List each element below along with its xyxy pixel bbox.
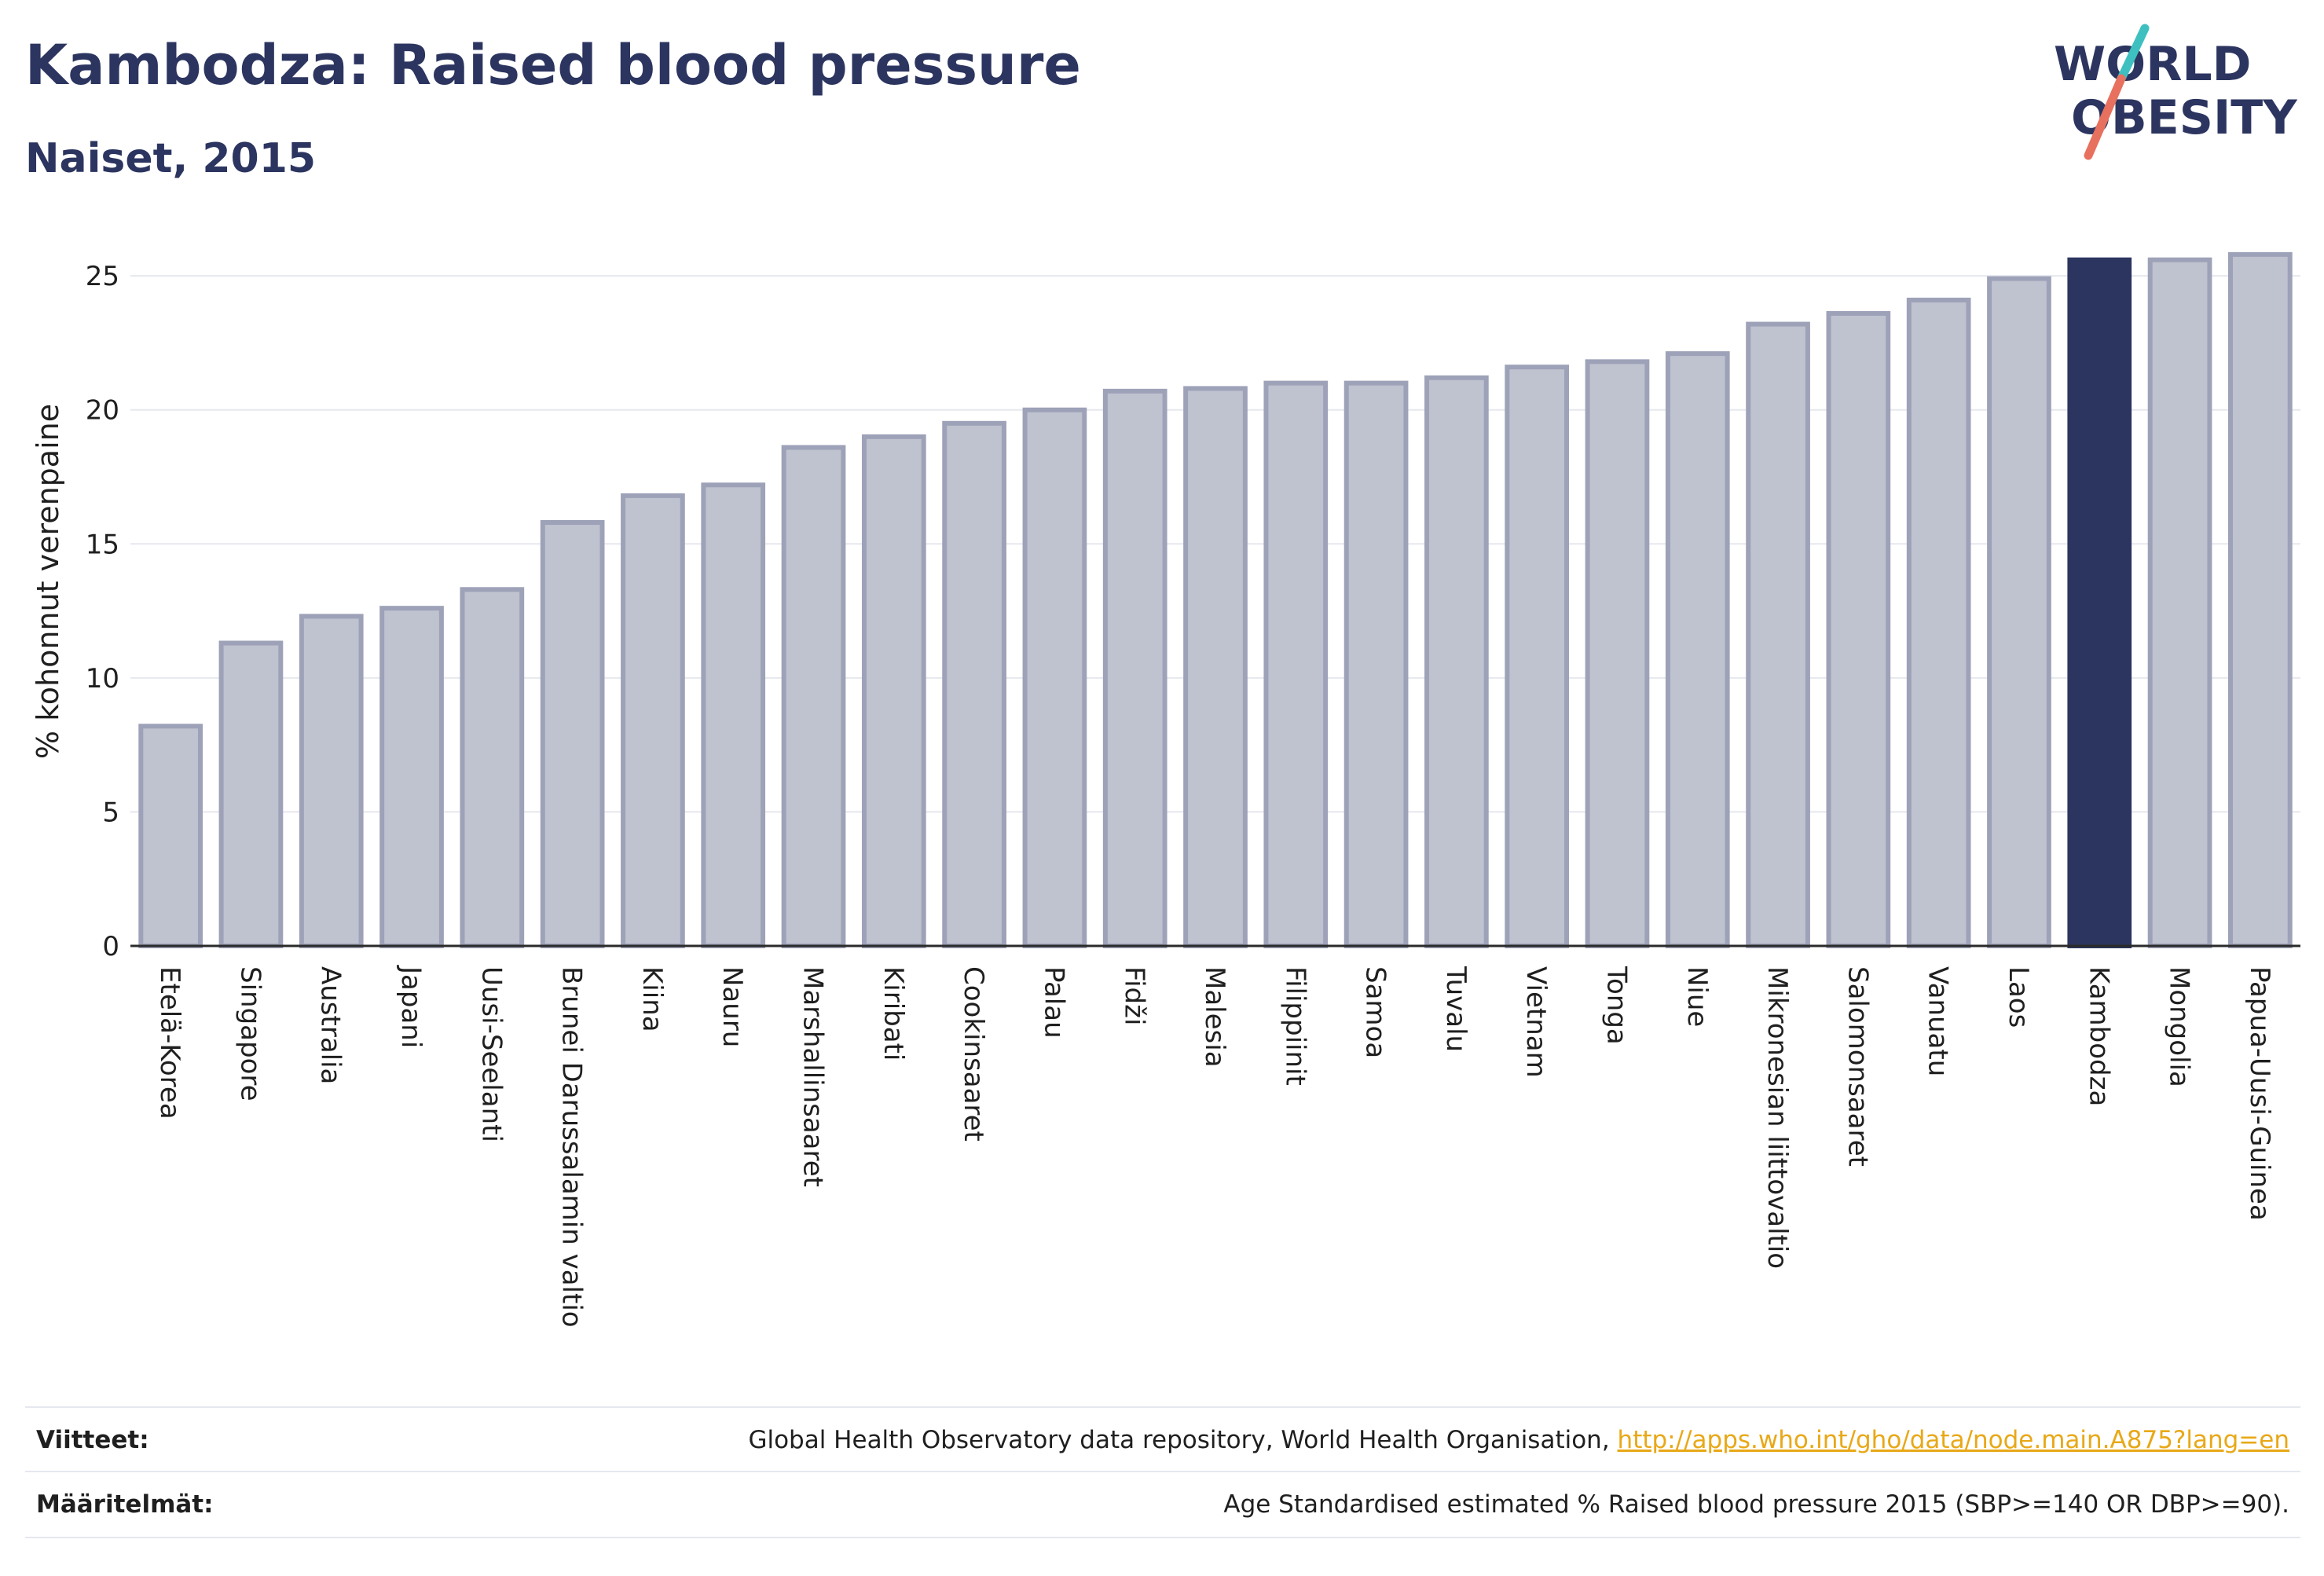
bar[interactable] — [1987, 276, 2051, 949]
y-tick-label: 20 — [86, 395, 119, 427]
bar[interactable] — [2067, 257, 2132, 948]
logo-slash-teal — [2117, 24, 2150, 83]
x-tick-label: Filippiinit — [1279, 966, 1310, 1086]
bar[interactable] — [1746, 321, 1810, 948]
x-axis-category-labels: Etelä-Korea Singapore Australia Japani Uusi-… — [154, 965, 2275, 1328]
bar[interactable] — [540, 520, 605, 948]
x-tick-label: Laos — [2003, 966, 2034, 1028]
x-tick-label: Samoa — [1360, 966, 1391, 1058]
x-tick-label: Papua-Uusi-Guinea — [2244, 966, 2275, 1221]
x-tick-label: Fidži — [1119, 966, 1150, 1025]
x-tick-label: Australia — [315, 966, 346, 1084]
bar[interactable] — [299, 614, 364, 948]
x-tick-label: Tuvalu — [1440, 966, 1472, 1052]
x-tick-label: Etelä-Korea — [154, 966, 185, 1120]
x-tick-label: Singapore — [234, 966, 266, 1101]
x-tick-label: Kambodza — [2083, 966, 2114, 1106]
bar[interactable] — [621, 493, 685, 948]
x-tick-label: Vietnam — [1520, 966, 1552, 1078]
footer-definitions-label: Määritelmät: — [36, 1490, 214, 1519]
bar[interactable] — [460, 587, 525, 948]
bar[interactable] — [1343, 380, 1409, 949]
x-tick-label: Kiribati — [878, 966, 909, 1061]
bar[interactable] — [1826, 310, 1891, 949]
footer-sources-text: Global Health Observatory data repositor… — [748, 1426, 1618, 1454]
bar[interactable] — [1906, 297, 1971, 948]
logo-text-line1: WORLD — [2054, 37, 2251, 92]
x-tick-label: Kiina — [636, 966, 668, 1032]
bar[interactable] — [379, 606, 444, 948]
y-axis-ticks: 0 5 10 15 20 25 — [86, 261, 119, 962]
x-tick-label: Mongolia — [2164, 966, 2195, 1087]
x-tick-label: Niue — [1681, 966, 1713, 1027]
footer-sources-link[interactable]: http://apps.who.int/gho/data/node.main.A… — [1617, 1426, 2289, 1454]
x-tick-label: Japani — [395, 965, 427, 1048]
bar[interactable] — [781, 445, 846, 948]
x-tick-label: Salomonsaaret — [1842, 966, 1873, 1167]
x-tick-label: Cookinsaaret — [958, 966, 989, 1142]
x-tick-label: Tonga — [1600, 966, 1632, 1045]
footer-definitions-row: Määritelmät: Age Standardised estimated … — [25, 1471, 2300, 1538]
x-tick-label: Vanuatu — [1923, 966, 1954, 1076]
x-tick-label: Mikronesian liittovaltio — [1761, 966, 1793, 1269]
footer-definitions-text: Age Standardised estimated % Raised bloo… — [1223, 1490, 2289, 1519]
y-tick-label: 0 — [102, 931, 119, 962]
bar[interactable] — [1665, 351, 1730, 949]
y-tick-label: 15 — [86, 529, 119, 560]
footer-sources-row: Viitteet: Global Health Observatory data… — [25, 1406, 2300, 1472]
bar-chart: 0 5 10 15 20 25 Etelä-Korea Singapore Australia… — [31, 251, 2300, 1328]
footer-sources-label: Viitteet: — [36, 1426, 149, 1454]
footer-sources-value: Global Health Observatory data repositor… — [748, 1426, 2300, 1454]
x-tick-label: Palau — [1038, 966, 1069, 1039]
bars — [138, 251, 2293, 949]
bar[interactable] — [701, 482, 766, 948]
x-tick-label: Brunei Darussalamin valtio — [556, 966, 588, 1328]
bar[interactable] — [1585, 359, 1650, 948]
bar[interactable] — [218, 640, 284, 948]
y-tick-label: 25 — [86, 261, 119, 292]
bar[interactable] — [1263, 380, 1329, 949]
bar[interactable] — [942, 420, 1006, 948]
bar[interactable] — [2228, 251, 2293, 948]
bar[interactable] — [1022, 407, 1087, 948]
y-tick-label: 10 — [86, 663, 119, 695]
chart-title: Kambodza: Raised blood pressure — [25, 33, 1081, 97]
y-tick-label: 5 — [102, 797, 119, 828]
x-tick-label: Malesia — [1199, 966, 1230, 1068]
bar[interactable] — [1505, 365, 1570, 948]
y-axis-title: % kohonnut verenpaine — [31, 404, 65, 759]
world-obesity-logo: WORLD OBESITY — [2054, 24, 2298, 160]
chart-subtitle: Naiset, 2015 — [25, 135, 317, 182]
x-tick-label: Marshallinsaaret — [797, 966, 829, 1187]
bar[interactable] — [2147, 257, 2212, 948]
bar[interactable] — [138, 724, 203, 949]
x-tick-label: Nauru — [717, 966, 748, 1047]
bar[interactable] — [1102, 388, 1167, 948]
bar[interactable] — [1183, 386, 1248, 948]
logo-slash-coral — [2084, 74, 2126, 160]
bar[interactable] — [861, 434, 926, 948]
bar[interactable] — [1424, 375, 1489, 948]
x-tick-label: Uusi-Seelanti — [475, 966, 507, 1142]
